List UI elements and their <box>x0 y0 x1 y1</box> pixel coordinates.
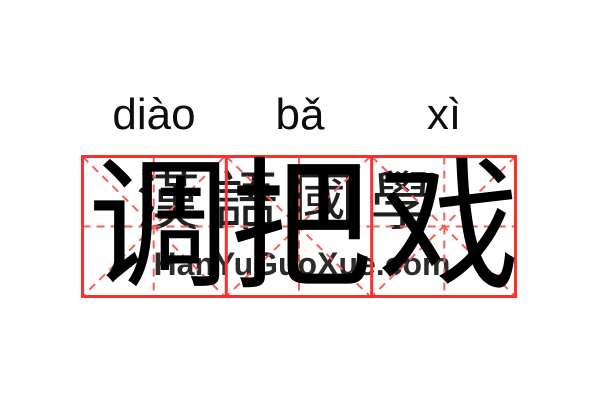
pinyin-syllable-3: xì <box>426 90 462 139</box>
hanzi-character-1: 调 <box>88 144 230 309</box>
hanzi-character-2: 把 <box>230 145 372 310</box>
pinyin-syllable-1: diào <box>112 90 196 139</box>
mizige-grid <box>81 155 517 298</box>
mizige-cell-2 <box>225 155 371 298</box>
mizige-borders <box>81 155 517 298</box>
hanzi-character-3: 戏 <box>378 145 520 310</box>
mizige-cell-3 <box>371 155 517 298</box>
mizige-cell-1 <box>81 155 226 298</box>
pinyin-syllable-2: bǎ <box>275 90 325 139</box>
watermark-cjk-text: 漢語國學 <box>136 166 448 240</box>
